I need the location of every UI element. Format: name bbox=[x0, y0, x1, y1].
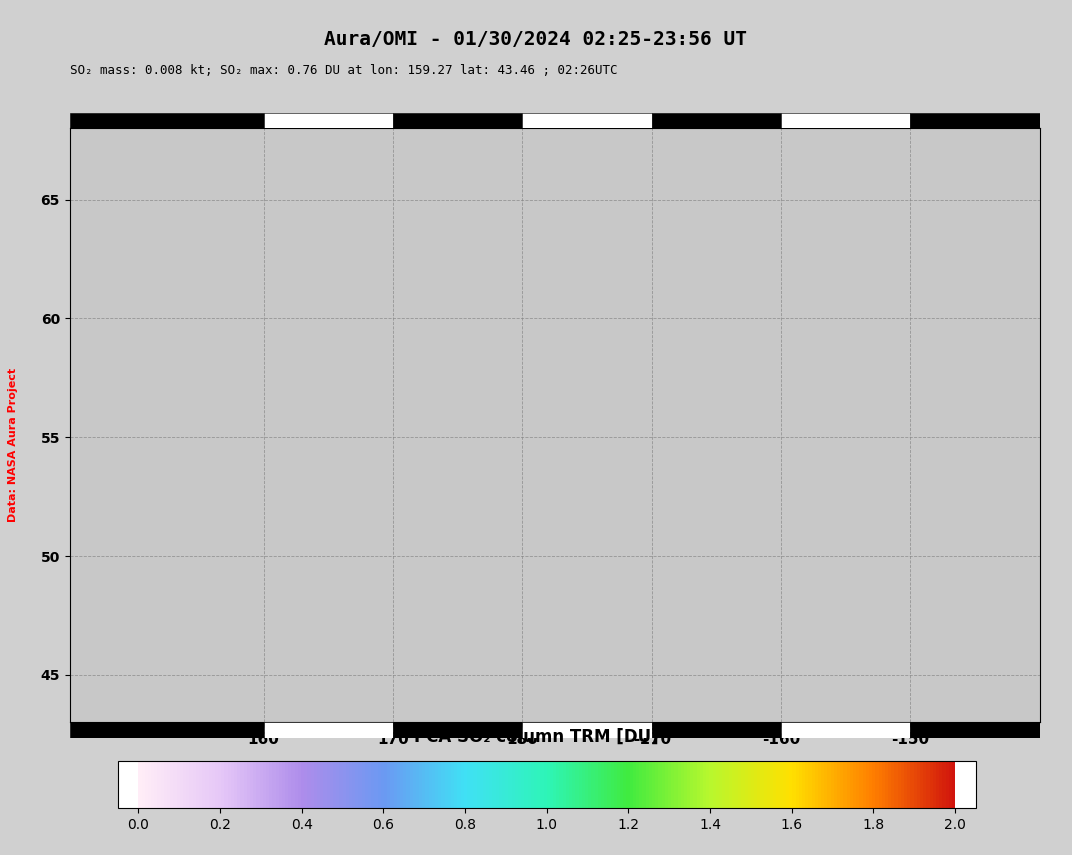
Bar bbox=[652, 722, 781, 738]
Text: Data: NASA Aura Project: Data: NASA Aura Project bbox=[8, 368, 18, 522]
Bar bbox=[264, 722, 393, 738]
Bar bbox=[70, 113, 264, 128]
Bar bbox=[70, 722, 264, 738]
Bar bbox=[652, 113, 781, 128]
Bar bbox=[781, 113, 910, 128]
Bar bbox=[393, 113, 522, 128]
Bar bbox=[522, 722, 652, 738]
Bar bbox=[910, 113, 1040, 128]
Text: Aura/OMI - 01/30/2024 02:25-23:56 UT: Aura/OMI - 01/30/2024 02:25-23:56 UT bbox=[325, 30, 747, 49]
Bar bbox=[522, 113, 652, 128]
Bar bbox=[264, 113, 393, 128]
Bar bbox=[910, 722, 1040, 738]
Bar bbox=[393, 722, 522, 738]
Text: SO₂ mass: 0.008 kt; SO₂ max: 0.76 DU at lon: 159.27 lat: 43.46 ; 02:26UTC: SO₂ mass: 0.008 kt; SO₂ max: 0.76 DU at … bbox=[70, 64, 617, 77]
Text: PCA SO₂ column TRM [DU]: PCA SO₂ column TRM [DU] bbox=[414, 728, 658, 746]
Bar bbox=[781, 722, 910, 738]
